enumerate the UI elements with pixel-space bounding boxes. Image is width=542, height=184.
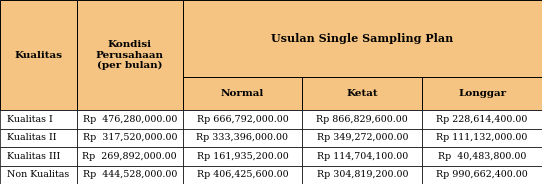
Bar: [183, 129, 302, 147]
Bar: [183, 147, 302, 166]
Bar: [0, 147, 77, 166]
Bar: [183, 166, 302, 184]
Bar: [183, 0, 542, 77]
Text: Longgar: Longgar: [458, 89, 506, 98]
Text: Ketat: Ketat: [346, 89, 378, 98]
Text: Rp 990,662,400.00: Rp 990,662,400.00: [436, 170, 528, 179]
Text: Rp  269,892,000.00: Rp 269,892,000.00: [82, 152, 177, 161]
Bar: [0, 0, 77, 110]
Text: Kualitas: Kualitas: [15, 51, 62, 60]
Bar: [77, 147, 183, 166]
Bar: [77, 110, 183, 129]
Bar: [183, 77, 302, 110]
Text: Kualitas III: Kualitas III: [7, 152, 60, 161]
Bar: [422, 110, 542, 129]
Bar: [422, 77, 542, 110]
Text: Rp 333,396,000.00: Rp 333,396,000.00: [196, 134, 288, 142]
Bar: [422, 129, 542, 147]
Text: Kualitas II: Kualitas II: [7, 134, 56, 142]
Bar: [302, 147, 422, 166]
Bar: [422, 147, 542, 166]
Text: Rp  40,483,800.00: Rp 40,483,800.00: [438, 152, 526, 161]
Text: Non Kualitas: Non Kualitas: [7, 170, 69, 179]
Text: Kondisi
Perusahaan
(per bulan): Kondisi Perusahaan (per bulan): [96, 40, 164, 70]
Bar: [0, 166, 77, 184]
Text: Rp 111,132,000.00: Rp 111,132,000.00: [436, 134, 528, 142]
Text: Rp 666,792,000.00: Rp 666,792,000.00: [197, 115, 288, 124]
Text: Rp 349,272,000.00: Rp 349,272,000.00: [317, 134, 408, 142]
Bar: [77, 129, 183, 147]
Bar: [302, 129, 422, 147]
Bar: [77, 166, 183, 184]
Bar: [422, 166, 542, 184]
Text: Rp  444,528,000.00: Rp 444,528,000.00: [82, 170, 177, 179]
Text: Rp 304,819,200.00: Rp 304,819,200.00: [317, 170, 408, 179]
Text: Rp  317,520,000.00: Rp 317,520,000.00: [82, 134, 177, 142]
Text: Usulan Single Sampling Plan: Usulan Single Sampling Plan: [271, 33, 454, 44]
Bar: [183, 110, 302, 129]
Text: Kualitas I: Kualitas I: [7, 115, 52, 124]
Text: Rp 161,935,200.00: Rp 161,935,200.00: [197, 152, 288, 161]
Text: Rp 228,614,400.00: Rp 228,614,400.00: [436, 115, 528, 124]
Bar: [302, 77, 422, 110]
Bar: [302, 110, 422, 129]
Text: Rp 406,425,600.00: Rp 406,425,600.00: [197, 170, 288, 179]
Bar: [0, 110, 77, 129]
Bar: [77, 0, 183, 110]
Text: Rp 114,704,100.00: Rp 114,704,100.00: [317, 152, 408, 161]
Bar: [302, 166, 422, 184]
Text: Rp 866,829,600.00: Rp 866,829,600.00: [317, 115, 408, 124]
Text: Rp  476,280,000.00: Rp 476,280,000.00: [82, 115, 177, 124]
Text: Normal: Normal: [221, 89, 264, 98]
Bar: [0, 129, 77, 147]
